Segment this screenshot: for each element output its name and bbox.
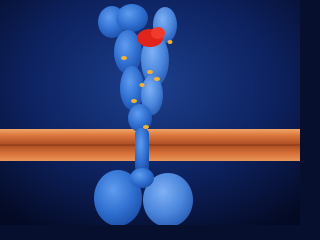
ligand <box>137 27 165 47</box>
glycans <box>121 40 173 129</box>
protein-lobe <box>114 30 142 74</box>
glycan <box>139 83 145 87</box>
ligand-blob <box>151 27 165 39</box>
protein-lobe <box>143 173 193 225</box>
protein-top <box>98 4 177 132</box>
protein-lobe <box>120 66 144 110</box>
page <box>0 0 300 225</box>
glycan <box>167 40 173 44</box>
scene <box>0 0 300 225</box>
glycan <box>143 125 149 129</box>
protein-bottom <box>94 168 193 225</box>
protein-stalk <box>135 128 149 173</box>
protein-lobe <box>141 75 163 115</box>
glycan <box>154 77 160 81</box>
glycan <box>131 99 137 103</box>
protein-lobe <box>130 168 154 188</box>
protein-lobe <box>116 4 148 32</box>
protein-lobe <box>94 170 142 225</box>
glycan <box>147 70 153 74</box>
glycan <box>121 56 127 60</box>
